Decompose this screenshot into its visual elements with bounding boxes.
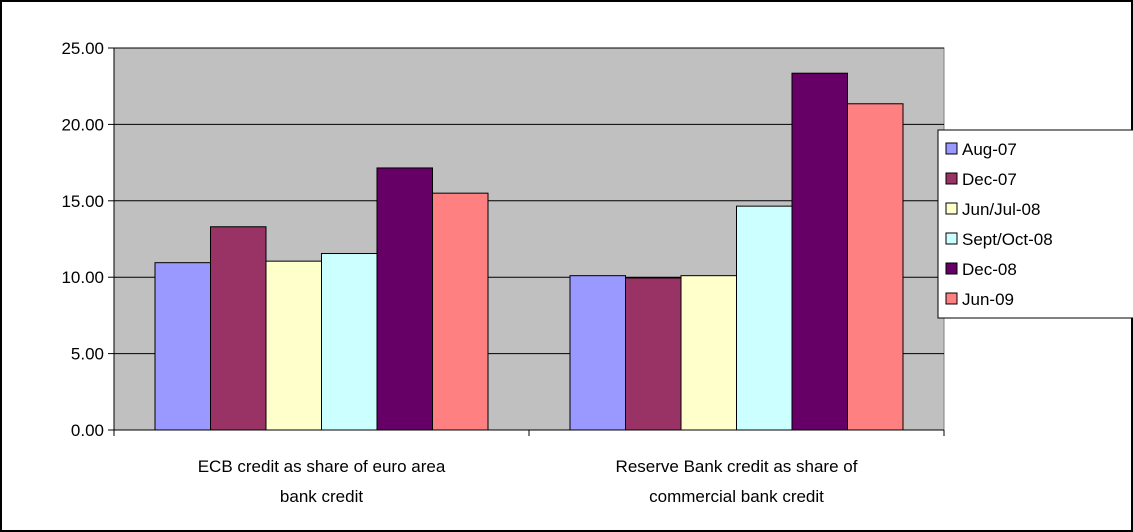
legend-swatch xyxy=(945,262,958,275)
y-tick-label: 25.00 xyxy=(61,39,104,58)
x-category-label: ECB credit as share of euro area xyxy=(198,457,446,476)
bar-aug-07 xyxy=(154,262,211,431)
y-tick-label: 20.00 xyxy=(61,115,104,134)
bar-jun-jul-08 xyxy=(265,260,322,431)
bar-sept-oct-08 xyxy=(736,205,793,431)
bar-dec-08 xyxy=(791,72,848,431)
bar-jun-jul-08 xyxy=(680,275,737,431)
legend xyxy=(937,129,1133,319)
bar-jun-09 xyxy=(847,103,904,431)
y-tick-label: 5.00 xyxy=(71,345,104,364)
legend-label: Dec-08 xyxy=(962,260,1017,279)
y-tick-label: 15.00 xyxy=(61,192,104,211)
legend-swatch xyxy=(945,172,958,185)
bar-sept-oct-08 xyxy=(321,253,378,431)
x-category-label: commercial bank credit xyxy=(649,487,824,506)
x-category-label: Reserve Bank credit as share of xyxy=(616,457,858,476)
legend-label: Jun-09 xyxy=(962,290,1014,309)
legend-swatch xyxy=(945,292,958,305)
legend-swatch xyxy=(945,232,958,245)
legend-label: Jun/Jul-08 xyxy=(962,200,1040,219)
bar-aug-07 xyxy=(569,275,626,431)
legend-swatch xyxy=(945,202,958,215)
y-tick-label: 0.00 xyxy=(71,421,104,440)
bar-dec-08 xyxy=(376,167,433,431)
bar-dec-07 xyxy=(625,277,682,431)
legend-label: Sept/Oct-08 xyxy=(962,230,1053,249)
bar-dec-07 xyxy=(210,226,267,431)
legend-swatch xyxy=(945,142,958,155)
bar-jun-09 xyxy=(432,192,489,431)
x-category-label: bank credit xyxy=(280,487,363,506)
legend-label: Dec-07 xyxy=(962,170,1017,189)
y-tick-label: 10.00 xyxy=(61,268,104,287)
legend-label: Aug-07 xyxy=(962,140,1017,159)
